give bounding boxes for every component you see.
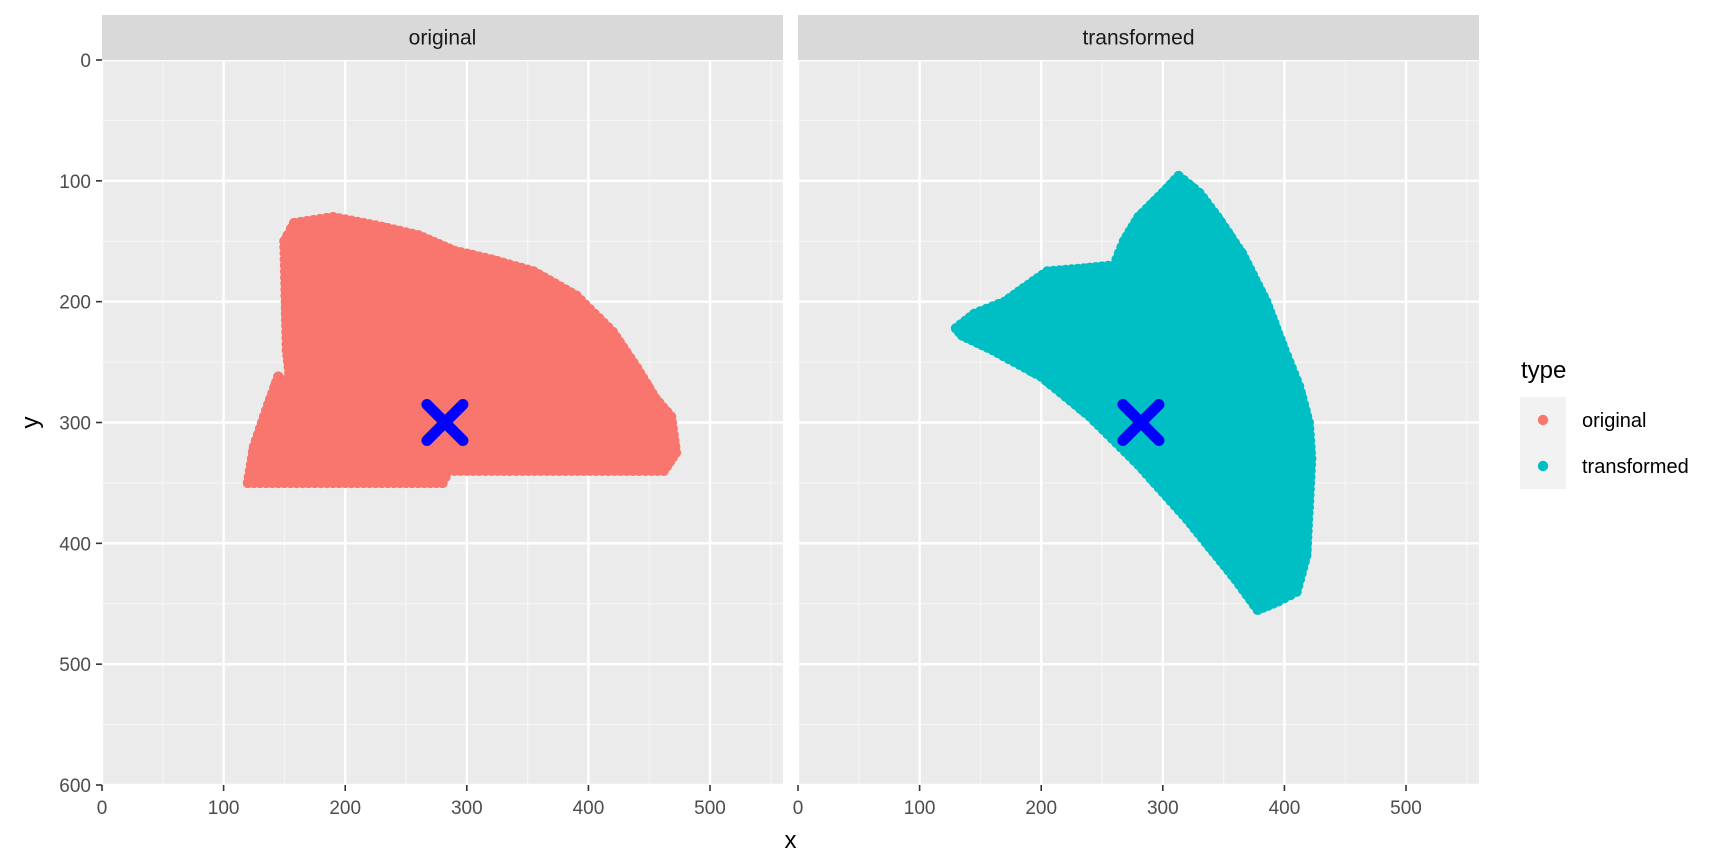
x-tick-label: 0	[793, 798, 804, 819]
y-tick-label: 400	[59, 534, 91, 555]
y-tick-label: 300	[59, 414, 91, 435]
x-tick-label: 200	[1025, 798, 1057, 819]
x-tick-label: 100	[208, 798, 240, 819]
facet-strip-label: original	[409, 27, 477, 50]
y-tick-label: 200	[59, 293, 91, 314]
x-tick-label: 300	[1147, 798, 1179, 819]
x-tick-label: 300	[451, 798, 483, 819]
x-tick-label: 500	[1390, 798, 1422, 819]
x-tick-label: 400	[1269, 798, 1301, 819]
y-tick-label: 500	[59, 655, 91, 676]
y-tick-label: 0	[80, 51, 91, 72]
y-tick-label: 600	[59, 776, 91, 797]
x-tick-label: 500	[694, 798, 726, 819]
x-tick-label: 400	[573, 798, 605, 819]
x-tick-label: 0	[97, 798, 108, 819]
x-tick-label: 200	[329, 798, 361, 819]
facet-strip-label: transformed	[1082, 27, 1194, 50]
y-tick-label: 100	[59, 172, 91, 193]
x-tick-label: 100	[904, 798, 936, 819]
facet-panel-transformed: transformed 0 100 200 300 400 500	[793, 15, 1479, 819]
facet-strip	[102, 15, 783, 60]
facet-strip	[798, 15, 1479, 60]
data-point	[248, 477, 260, 489]
